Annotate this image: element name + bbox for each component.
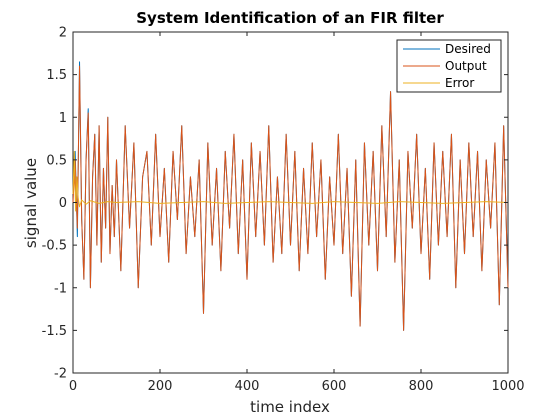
y-axis-label: signal value (22, 158, 40, 248)
legend-label-error: Error (445, 76, 474, 90)
series-line-error (72, 150, 509, 212)
y-tick-label: 1 (59, 111, 67, 126)
legend-label-desired: Desired (445, 42, 491, 56)
series-layer (72, 61, 509, 331)
plot-area: 0 200 400 600 800 1000 -2 -1.5 -1 -0.5 0 0.5 1 1.5 2 (42, 26, 525, 395)
x-tick-label: 200 (148, 379, 173, 394)
x-tick-label: 400 (235, 379, 260, 394)
legend: Desired Output Error (396, 39, 502, 93)
chart-title: System Identification of an FIR filter (136, 9, 444, 27)
x-tick-label: 0 (69, 379, 77, 394)
x-tick-label: 800 (409, 379, 434, 394)
ticks-layer: 0 200 400 600 800 1000 -2 -1.5 -1 -0.5 0 0.5 1 1.5 2 (42, 26, 525, 395)
x-tick-label: 1000 (491, 379, 524, 394)
y-tick-label: 0.5 (46, 153, 67, 168)
x-axis-label: time index (250, 398, 330, 416)
legend-label-output: Output (445, 59, 487, 73)
y-tick-label: -1 (54, 281, 67, 296)
y-tick-label: 1.5 (46, 68, 67, 83)
y-tick-label: -1.5 (42, 324, 67, 339)
y-tick-label: 0 (59, 196, 67, 211)
x-tick-label: 600 (322, 379, 347, 394)
y-tick-label: -2 (54, 367, 67, 382)
y-tick-label: 2 (59, 26, 67, 41)
y-tick-label: -0.5 (42, 239, 67, 254)
